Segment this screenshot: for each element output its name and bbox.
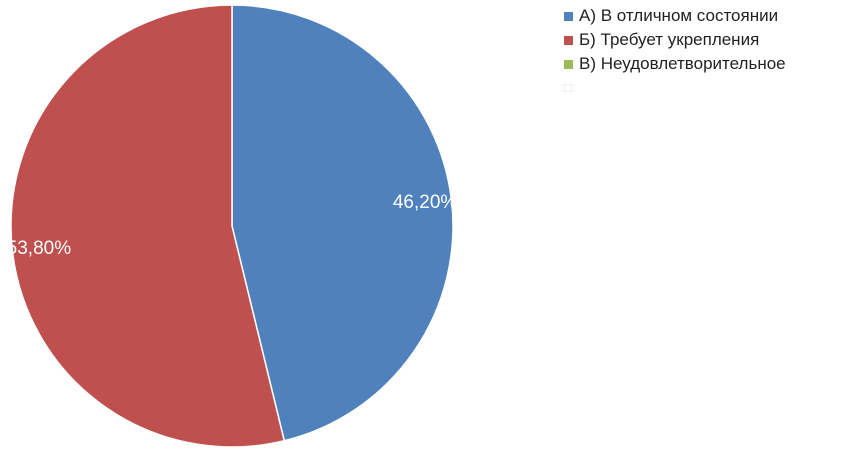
legend-label-c: В) Неудовлетворительное: [579, 54, 786, 73]
legend-item-empty: [564, 76, 786, 100]
chart-legend: А) В отличном состоянии Б) Требует укреп…: [564, 4, 786, 100]
legend-swatch-c: [564, 59, 573, 69]
legend-item-b: Б) Требует укрепления: [564, 28, 786, 52]
pie-slices: [10, 4, 454, 448]
pie-slice-b: [10, 4, 286, 448]
legend-swatch-a: [564, 11, 573, 21]
legend-swatch-b: [564, 35, 573, 45]
data-label-slice-b: 53,80%: [7, 238, 72, 259]
legend-item-c: В) Неудовлетворительное: [564, 52, 786, 76]
legend-swatch-empty: [564, 84, 572, 92]
legend-label-b: Б) Требует укрепления: [579, 30, 760, 49]
data-label-slice-a: 46,20%: [393, 192, 458, 213]
pie-slice-a: [231, 4, 454, 442]
legend-item-a: А) В отличном состоянии: [564, 4, 786, 28]
legend-label-a: А) В отличном состоянии: [579, 6, 779, 25]
pie-data-labels: 46,20% 53,80%: [7, 192, 458, 259]
